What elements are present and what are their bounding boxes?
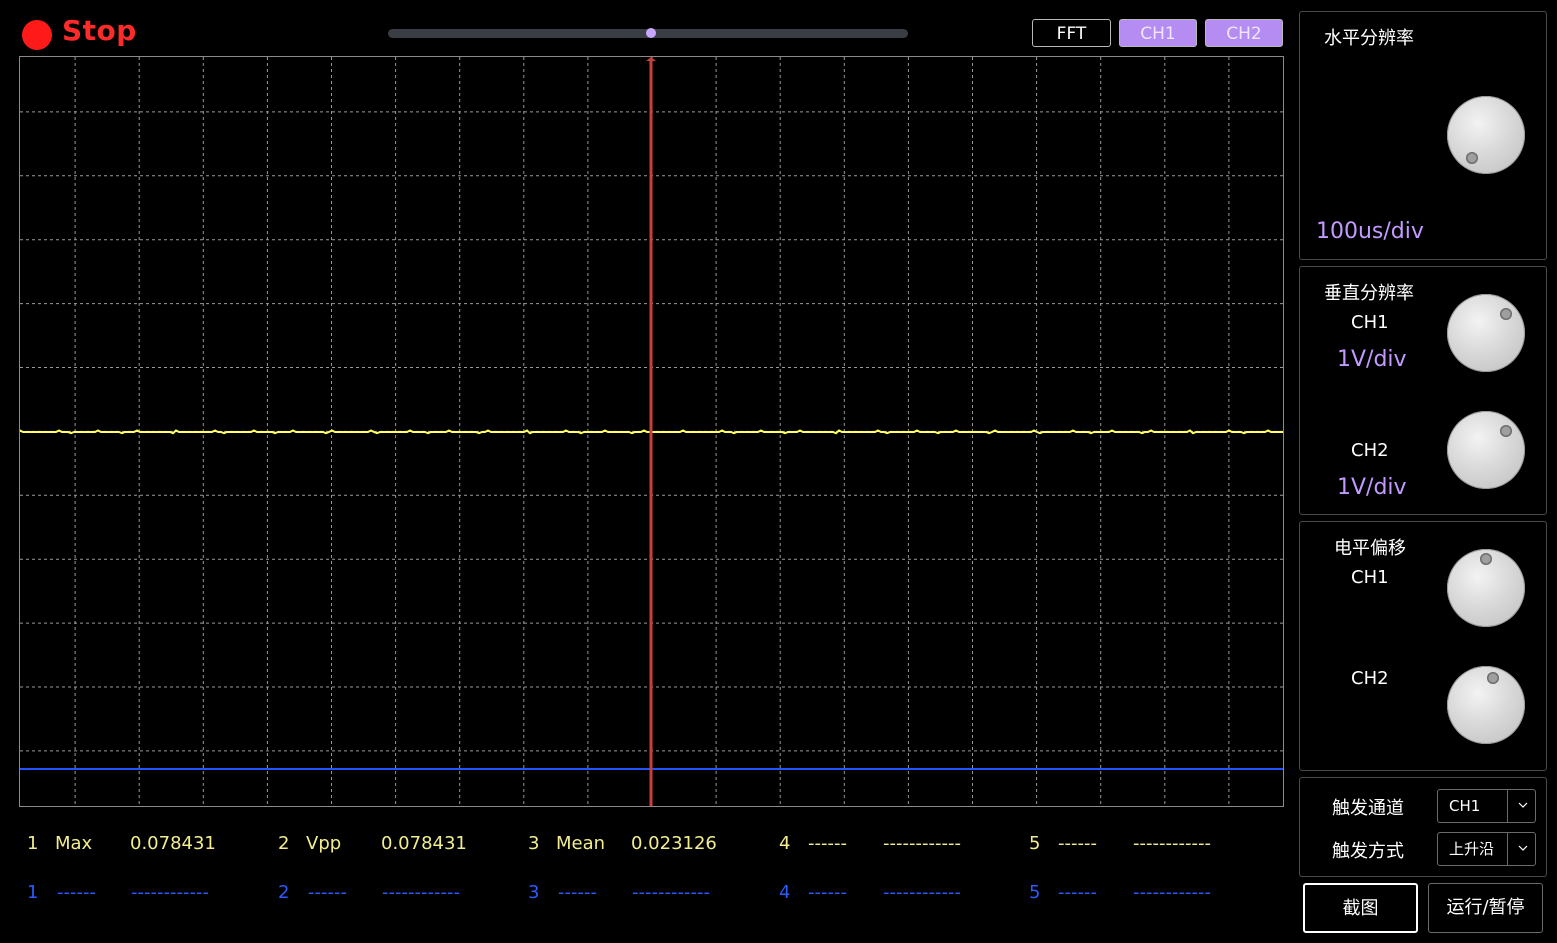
knob-indicator-icon xyxy=(1480,553,1492,565)
meas4-name: ------ xyxy=(808,833,847,854)
horizontal-value: 100us/div xyxy=(1316,219,1424,244)
meas1-index: 1 xyxy=(27,833,39,854)
trigger-mode-value: 上升沿 xyxy=(1449,840,1495,858)
ch2-meas2-index: 2 xyxy=(278,882,290,903)
trigger-marker-icon[interactable] xyxy=(646,57,656,61)
meas3-value: 0.023126 xyxy=(631,833,717,854)
ch2-meas5-index: 5 xyxy=(1029,882,1041,903)
horizontal-title: 水平分辨率 xyxy=(1324,28,1414,49)
scope-canvas xyxy=(20,57,1283,806)
screenshot-button[interactable]: 截图 xyxy=(1303,883,1418,933)
ch2-meas3-index: 3 xyxy=(528,882,540,903)
knob-indicator-icon xyxy=(1487,672,1499,684)
trigger-mode-select[interactable]: 上升沿 xyxy=(1437,832,1536,866)
chevron-down-icon xyxy=(1518,802,1528,808)
chevron-down-icon xyxy=(1518,845,1528,851)
ch2-meas4-value: ------------ xyxy=(883,882,961,903)
run-status-label: Stop xyxy=(62,14,137,47)
offset-ch1-knob-icon[interactable] xyxy=(1447,549,1525,627)
trigger-channel-label: 触发通道 xyxy=(1332,798,1404,819)
trigger-channel-value: CH1 xyxy=(1449,797,1481,815)
ch2-meas4-name: ------ xyxy=(808,882,847,903)
offset-title: 电平偏移 xyxy=(1334,538,1406,559)
meas1-value: 0.078431 xyxy=(130,833,216,854)
trigger-panel: 触发通道 CH1 触发方式 上升沿 xyxy=(1299,777,1547,877)
vertical-panel: 垂直分辨率 CH1 1V/div CH2 1V/div xyxy=(1299,266,1547,515)
horizontal-knob-icon[interactable] xyxy=(1447,96,1525,174)
offset-ch2-label: CH2 xyxy=(1351,668,1389,689)
meas2-name: Vpp xyxy=(306,833,342,854)
meas3-name: Mean xyxy=(556,833,606,854)
horizontal-panel: 水平分辨率 100us/div xyxy=(1299,11,1547,260)
meas5-name: ------ xyxy=(1058,833,1097,854)
meas4-value: ------------ xyxy=(883,833,961,854)
trigger-channel-select[interactable]: CH1 xyxy=(1437,789,1536,823)
scope-screen[interactable] xyxy=(19,56,1284,807)
meas1-name: Max xyxy=(55,833,93,854)
ch2-meas5-value: ------------ xyxy=(1133,882,1211,903)
offset-ch1-label: CH1 xyxy=(1351,567,1389,588)
ch2-meas3-value: ------------ xyxy=(632,882,710,903)
slider-thumb[interactable] xyxy=(646,28,656,38)
ch1-toggle-button[interactable]: CH1 xyxy=(1119,19,1197,47)
ch2-meas1-index: 1 xyxy=(27,882,39,903)
vertical-title: 垂直分辨率 xyxy=(1324,283,1414,304)
meas5-value: ------------ xyxy=(1133,833,1211,854)
ch2-meas1-name: ------ xyxy=(57,882,96,903)
meas4-index: 4 xyxy=(779,833,791,854)
offset-ch2-knob-icon[interactable] xyxy=(1447,666,1525,744)
ch2-meas4-index: 4 xyxy=(779,882,791,903)
offset-panel: 电平偏移 CH1 CH2 xyxy=(1299,521,1547,771)
knob-indicator-icon xyxy=(1500,308,1512,320)
meas2-value: 0.078431 xyxy=(381,833,467,854)
ch2-meas1-value: ------------ xyxy=(131,882,209,903)
ch2-meas2-value: ------------ xyxy=(382,882,460,903)
knob-indicator-icon xyxy=(1466,152,1478,164)
vertical-ch1-knob-icon[interactable] xyxy=(1447,294,1525,372)
knob-indicator-icon xyxy=(1500,425,1512,437)
ch2-meas2-name: ------ xyxy=(308,882,347,903)
meas5-index: 5 xyxy=(1029,833,1041,854)
meas3-index: 3 xyxy=(528,833,540,854)
ch2-toggle-button[interactable]: CH2 xyxy=(1205,19,1283,47)
trigger-mode-label: 触发方式 xyxy=(1332,841,1404,862)
vertical-ch1-value: 1V/div xyxy=(1337,347,1407,372)
vertical-ch2-value: 1V/div xyxy=(1337,475,1407,500)
fft-button[interactable]: FFT xyxy=(1032,19,1111,47)
vertical-ch2-label: CH2 xyxy=(1351,440,1389,461)
stop-status-icon xyxy=(22,20,52,50)
ch2-meas3-name: ------ xyxy=(558,882,597,903)
run-pause-button[interactable]: 运行/暂停 xyxy=(1428,883,1543,933)
ch2-meas5-name: ------ xyxy=(1058,882,1097,903)
vertical-ch2-knob-icon[interactable] xyxy=(1447,411,1525,489)
meas2-index: 2 xyxy=(278,833,290,854)
vertical-ch1-label: CH1 xyxy=(1351,312,1389,333)
